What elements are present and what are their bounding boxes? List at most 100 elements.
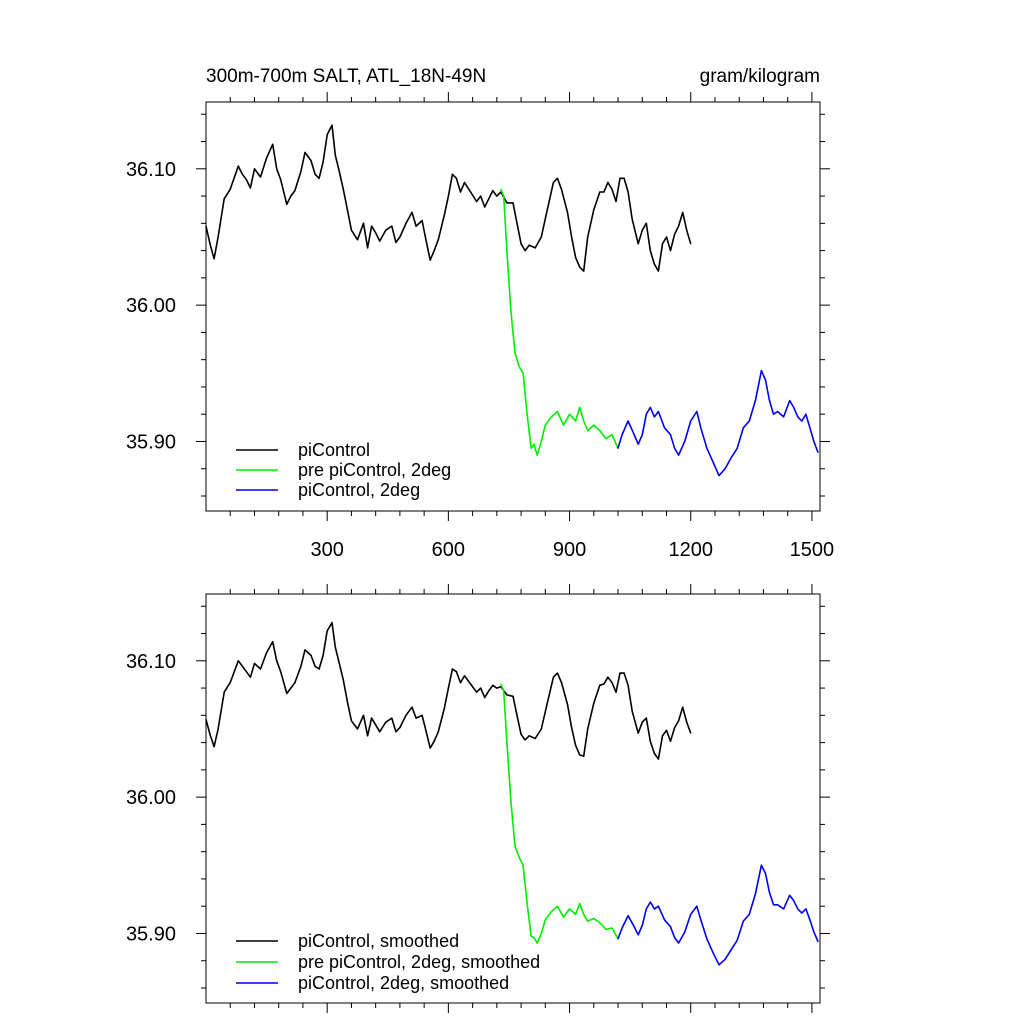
data-point <box>492 684 494 686</box>
data-point <box>405 222 407 224</box>
data-point <box>552 181 554 184</box>
data-point <box>645 413 647 415</box>
data-point <box>366 735 369 737</box>
units-label: gram/kilogram <box>700 66 820 87</box>
data-point <box>593 209 595 211</box>
data-point <box>469 683 472 685</box>
data-point <box>476 691 478 693</box>
data-point <box>379 731 381 733</box>
data-point <box>607 181 609 184</box>
data-point <box>560 188 563 190</box>
plot-frame <box>205 593 821 1004</box>
data-point <box>690 243 692 245</box>
data-point <box>801 912 803 914</box>
data-point <box>459 191 462 193</box>
data-point <box>805 413 807 415</box>
data-point <box>346 209 348 211</box>
data-point <box>712 461 714 463</box>
data-point <box>455 177 458 179</box>
data-point <box>290 195 292 197</box>
data-point <box>253 662 256 665</box>
data-point <box>488 690 490 692</box>
data-point <box>599 429 601 432</box>
data-point <box>433 250 435 252</box>
data-point <box>637 243 639 245</box>
data-point <box>615 691 617 693</box>
data-point <box>768 399 771 402</box>
data-point <box>425 731 427 733</box>
data-point <box>518 365 520 368</box>
data-point <box>229 188 231 190</box>
data-point <box>575 256 577 259</box>
data-point <box>678 225 680 227</box>
data-point <box>645 908 647 910</box>
data-point <box>480 687 482 689</box>
x-tick-label: 1200 <box>668 539 713 561</box>
data-point <box>318 668 320 670</box>
data-point <box>433 740 435 742</box>
data-point <box>516 714 518 716</box>
data-point <box>213 258 215 260</box>
data-point <box>223 691 225 693</box>
data-point <box>661 243 664 245</box>
data-point <box>754 893 756 895</box>
data-point <box>793 900 795 902</box>
data-point <box>768 891 771 894</box>
x-tick-label: 1500 <box>790 539 835 561</box>
data-point <box>706 447 708 449</box>
data-point <box>484 206 486 208</box>
data-point <box>540 728 542 730</box>
data-point <box>575 420 577 422</box>
data-point <box>783 908 785 910</box>
data-point <box>249 187 252 189</box>
data-point <box>583 755 585 757</box>
data-point <box>776 904 779 906</box>
data-point <box>205 225 207 227</box>
data-point <box>575 744 577 746</box>
data-point <box>801 420 803 422</box>
data-point <box>371 717 373 719</box>
data-point <box>530 447 532 449</box>
data-point <box>772 413 775 415</box>
data-point <box>356 728 359 730</box>
data-point <box>742 427 744 429</box>
data-point <box>579 266 581 268</box>
data-point <box>730 949 732 951</box>
data-point <box>331 124 333 126</box>
data-point <box>476 200 478 203</box>
data-point <box>797 416 799 418</box>
data-point <box>429 747 431 749</box>
data-point <box>696 410 698 413</box>
data-point <box>399 236 401 238</box>
data-point <box>217 728 219 730</box>
data-point <box>657 270 660 272</box>
data-point <box>421 714 423 716</box>
data-point <box>496 195 498 197</box>
data-point <box>451 668 454 670</box>
series-line <box>205 124 692 272</box>
data-point <box>665 236 668 238</box>
data-point <box>603 191 605 193</box>
data-point <box>209 733 211 736</box>
data-point <box>451 173 454 175</box>
data-point <box>805 908 807 910</box>
data-point <box>272 641 274 643</box>
data-point <box>437 731 439 733</box>
data-point <box>259 176 262 178</box>
data-point <box>686 229 688 231</box>
data-point <box>575 913 577 915</box>
data-point <box>241 173 243 175</box>
data-point <box>533 443 535 445</box>
data-point <box>522 864 524 866</box>
data-point <box>605 438 607 440</box>
data-point <box>334 154 336 156</box>
data-point <box>447 195 449 197</box>
data-point <box>429 259 431 261</box>
data-point <box>579 902 581 905</box>
data-point <box>294 682 296 684</box>
data-point <box>583 420 585 422</box>
data-point <box>599 191 601 193</box>
data-point <box>318 177 320 179</box>
